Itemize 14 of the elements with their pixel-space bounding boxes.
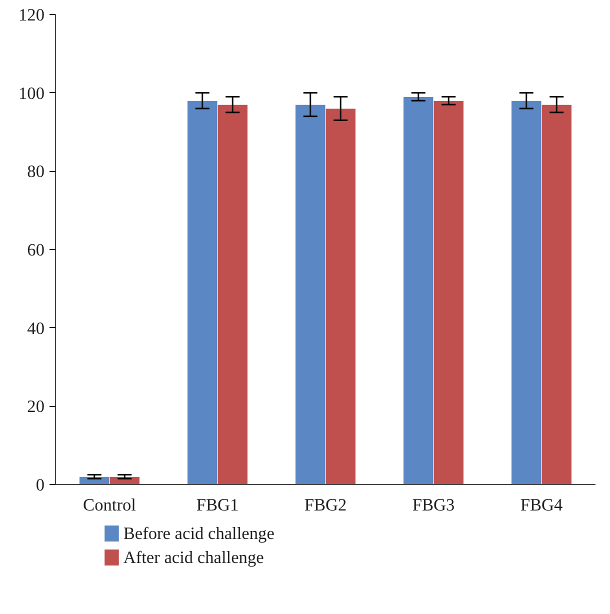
- y-tick-label: 0: [36, 476, 45, 494]
- x-tick-label: Control: [83, 496, 136, 514]
- legend-label: After acid challenge: [123, 548, 264, 567]
- x-tick-label: FBG3: [412, 496, 455, 514]
- y-tick-label: 120: [18, 6, 45, 24]
- legend-label: Before acid challenge: [123, 524, 275, 543]
- x-tick-label: FBG2: [304, 496, 347, 514]
- y-tick-label: 80: [27, 162, 44, 182]
- x-tick-label: FBG4: [520, 496, 564, 514]
- y-tick-label: 60: [27, 240, 44, 260]
- x-tick-label: FBG1: [196, 496, 239, 514]
- y-tick-label: 100: [18, 84, 45, 103]
- y-tick-label: 20: [27, 397, 44, 416]
- y-tick-label: 40: [27, 318, 44, 338]
